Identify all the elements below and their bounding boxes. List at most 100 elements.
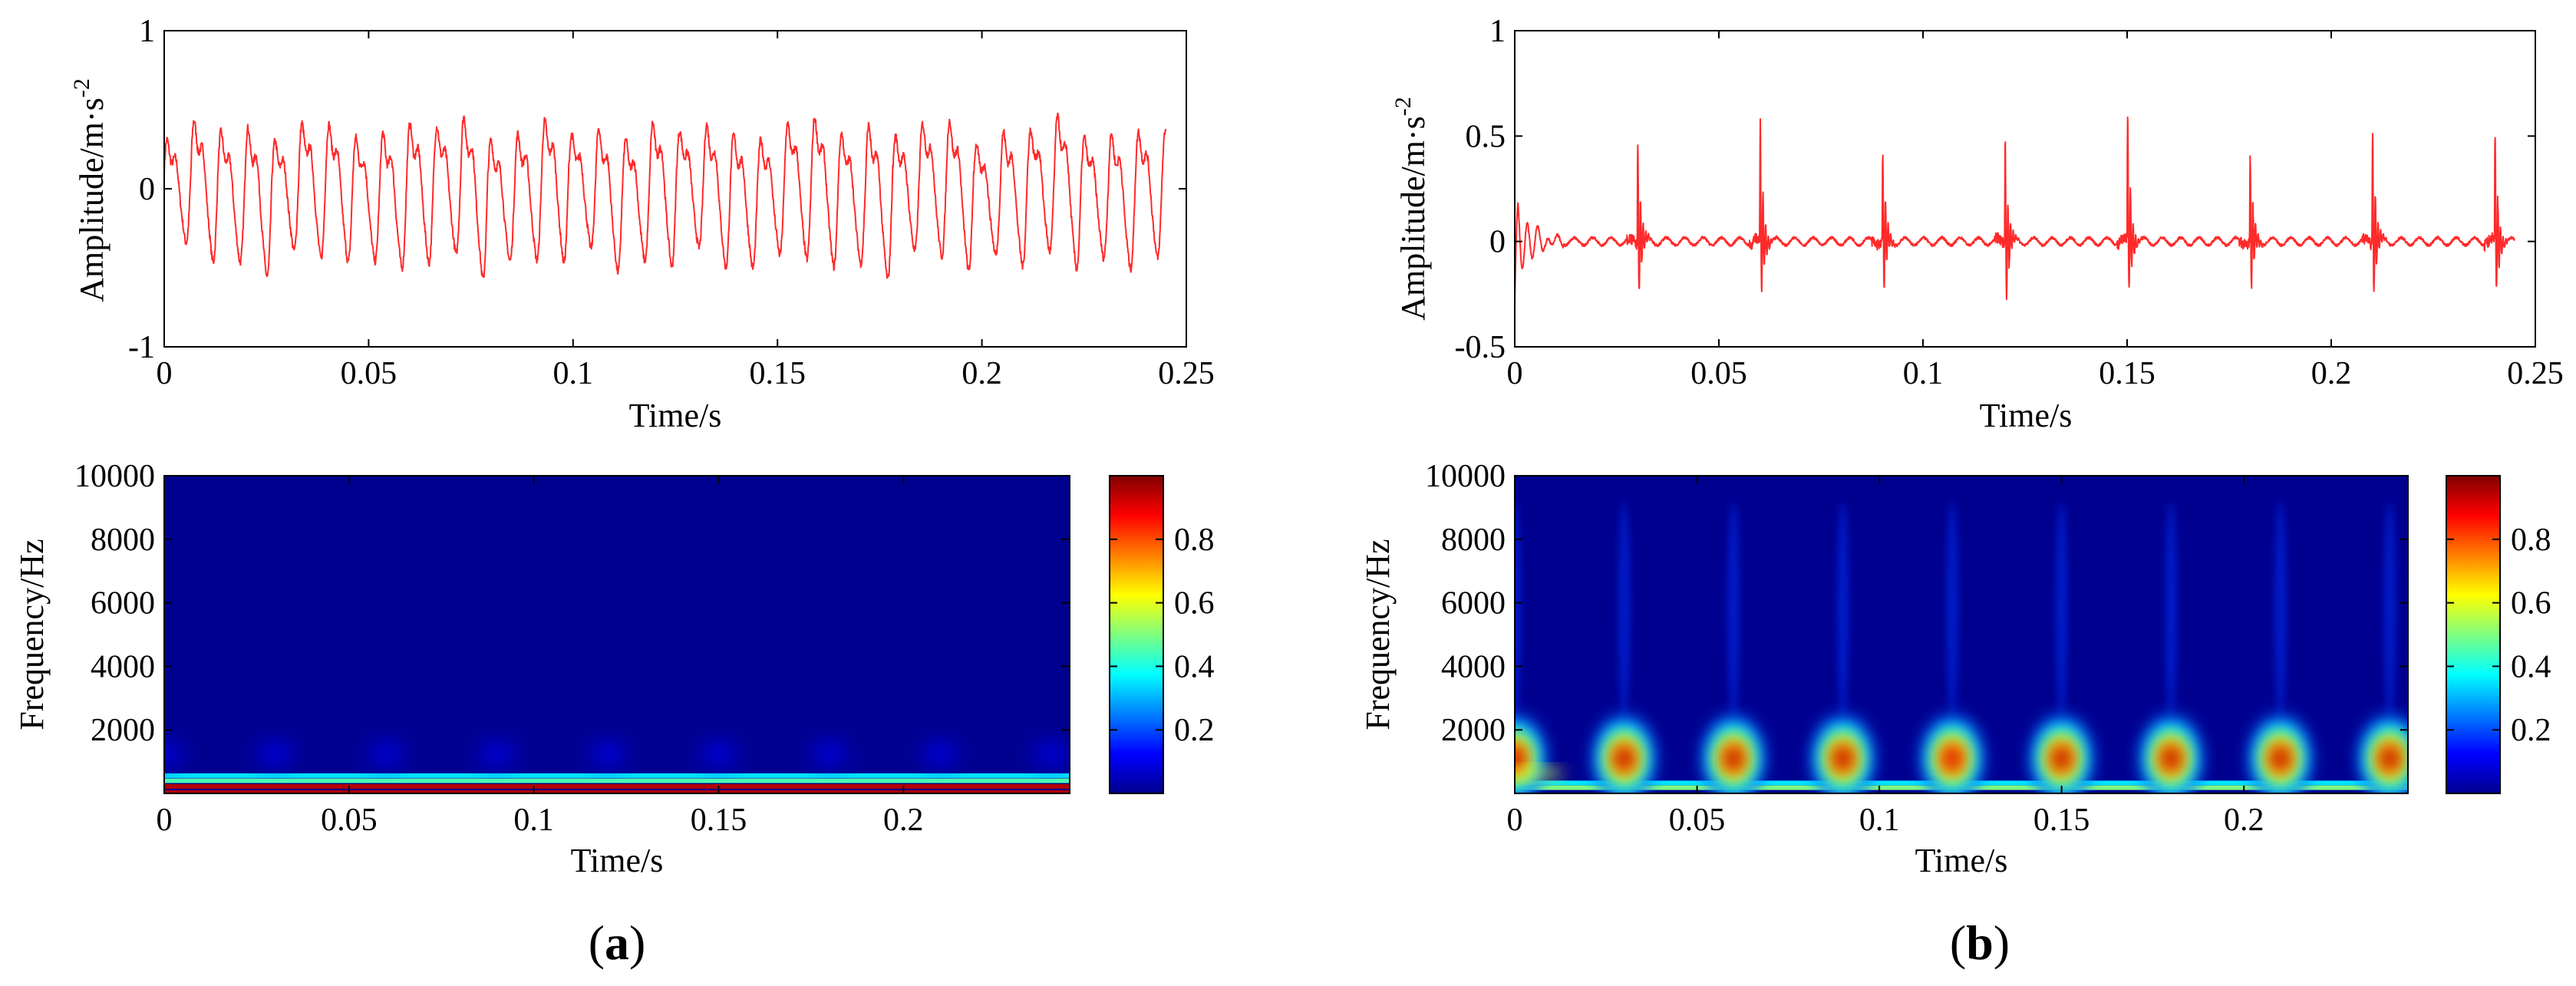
energy-blob: [1727, 750, 1740, 767]
frequency-band: [164, 783, 1070, 789]
y-tick-label: 2000: [1441, 713, 1506, 748]
y-axis-label: Frequency/Hz: [13, 539, 51, 730]
colorbar-tick-label: 0.6: [1174, 586, 1215, 622]
y-tick-label: 10000: [1425, 459, 1506, 494]
x-tick-label: 0.1: [553, 356, 594, 391]
x-tick-label: 0.1: [1859, 803, 1900, 838]
panel-label-a: (a): [589, 915, 646, 970]
x-tick-label: 0.05: [341, 356, 397, 391]
energy-blob: [701, 744, 736, 763]
energy-blob: [480, 744, 514, 763]
energy-blob: [1618, 750, 1631, 767]
colorbar-frame: [1109, 475, 1164, 794]
signal-line: [164, 112, 1167, 279]
y-tick-label: -1: [128, 330, 155, 365]
x-axis-label: Time/s: [1915, 842, 2008, 879]
signal-line: [1515, 116, 2516, 301]
colorbar-tick-label: 0.8: [1174, 523, 1215, 558]
colorbar-tick-label: 0.2: [2511, 713, 2551, 748]
x-axis-label: Time/s: [571, 842, 664, 879]
energy-blob: [923, 744, 958, 763]
axes: 0 0.05 0.1 0.15 0.2 2000 4000 6000 8000 10000: [74, 459, 1070, 838]
colorbar-tick-label: 0.4: [2511, 649, 2551, 684]
frequency-band: [164, 773, 1070, 778]
x-tick-label: 0.1: [1903, 356, 1944, 391]
colorbar: [1110, 476, 1163, 793]
plot-frame: [1514, 30, 2536, 348]
x-tick-label: 0.1: [513, 803, 554, 838]
energy-streak: [1947, 501, 1958, 717]
frequency-band: [164, 778, 1070, 783]
y-tick-label: 6000: [1441, 586, 1506, 622]
y-tick-label: 4000: [1441, 649, 1506, 684]
energy-blob: [368, 744, 403, 763]
colorbar-tick-label: 0.6: [2511, 586, 2551, 622]
colorbar: [2446, 476, 2500, 793]
energy-streak: [1837, 501, 1849, 717]
x-tick-label: 0.05: [1669, 803, 1726, 838]
x-axis-label: Time/s: [1980, 397, 2073, 434]
x-tick-label: 0: [1507, 803, 1523, 838]
energy-streak: [2056, 501, 2067, 717]
y-tick-label: 8000: [91, 523, 155, 558]
x-tick-label: 0: [157, 803, 173, 838]
colorbar-frame: [2446, 475, 2501, 794]
x-tick-label: 0.05: [321, 803, 378, 838]
energy-blob: [590, 744, 625, 763]
panel-label-b: (b): [1950, 915, 2010, 970]
energy-blob: [1515, 750, 1521, 767]
y-tick-label: 0: [1489, 225, 1506, 260]
energy-blob: [812, 744, 846, 763]
x-axis-label: Time/s: [629, 397, 722, 434]
x-tick-label: 0.2: [2311, 356, 2352, 391]
plot-frame: [1514, 475, 2409, 794]
panel-a-spectrogram: 0 0.05 0.1 0.15 0.2 2000 4000 6000 8000 10000 Tim…: [13, 459, 1215, 879]
x-tick-label: 0.2: [961, 356, 1002, 391]
plot-frame: [163, 475, 1070, 794]
axes: 0 0.05 0.1 0.15 0.2 0.25-0.500.51: [1455, 14, 2564, 391]
energy-streak: [2274, 501, 2286, 717]
energy-blob: [2383, 750, 2396, 767]
colorbar-tick-label: 0.4: [1174, 649, 1215, 684]
colorbar-axes: 0.2 0.4 0.6 0.8: [1109, 475, 1215, 794]
colorbar-tick-label: 0.8: [2511, 523, 2551, 558]
spectrogram-layer: [164, 744, 1070, 793]
y-tick-label: 1: [139, 14, 155, 49]
y-tick-label: 1: [1489, 14, 1506, 49]
y-axis-label: Amplitude/m·s-2: [1390, 97, 1432, 320]
y-axis-label: Amplitude/m·s-2: [69, 78, 110, 302]
energy-streak: [2165, 501, 2177, 717]
x-tick-label: 0.2: [2224, 803, 2264, 838]
panel-a-waveform: 0 0.05 0.1 0.15 0.2 0.25-101 Time/s Amplitude…: [69, 14, 1215, 434]
energy-blob: [2274, 750, 2287, 767]
spectrogram-layer: [1515, 501, 2408, 793]
y-tick-label: 2000: [91, 713, 155, 748]
y-tick-label: 6000: [91, 586, 155, 622]
panel-b-spectrogram: 0 0.05 0.1 0.15 0.2 2000 4000 6000 8000 10000 Tim…: [1359, 459, 2551, 879]
panel-b-waveform: 0 0.05 0.1 0.15 0.2 0.25-0.500.51 Time/s Ampl…: [1390, 14, 2564, 434]
axes: 0 0.05 0.1 0.15 0.2 2000 4000 6000 8000 10000: [1425, 459, 2409, 838]
frequency-band: [164, 790, 1070, 793]
x-tick-label: 0.15: [2099, 356, 2155, 391]
y-tick-label: 8000: [1441, 523, 1506, 558]
energy-blob: [1836, 750, 1849, 767]
energy-streak: [1618, 501, 1630, 717]
y-tick-label: 10000: [74, 459, 155, 494]
x-tick-label: 0: [157, 356, 173, 391]
energy-blob: [1946, 750, 1959, 767]
energy-streak: [1515, 770, 1561, 778]
energy-streak: [1515, 501, 1520, 717]
x-tick-label: 0.15: [691, 803, 747, 838]
colorbar-axes: 0.2 0.4 0.6 0.8: [2446, 475, 2551, 794]
energy-streak: [1728, 501, 1740, 717]
x-tick-label: 0.05: [1690, 356, 1747, 391]
y-tick-label: 4000: [91, 649, 155, 684]
x-tick-label: 0.15: [749, 356, 806, 391]
x-tick-label: 0.25: [2507, 356, 2564, 391]
y-tick-label: -0.5: [1455, 330, 1506, 365]
energy-blob: [164, 744, 181, 763]
x-tick-label: 0.2: [883, 803, 924, 838]
colorbar-tick-label: 0.2: [1174, 713, 1215, 748]
y-tick-label: 0: [139, 172, 155, 207]
